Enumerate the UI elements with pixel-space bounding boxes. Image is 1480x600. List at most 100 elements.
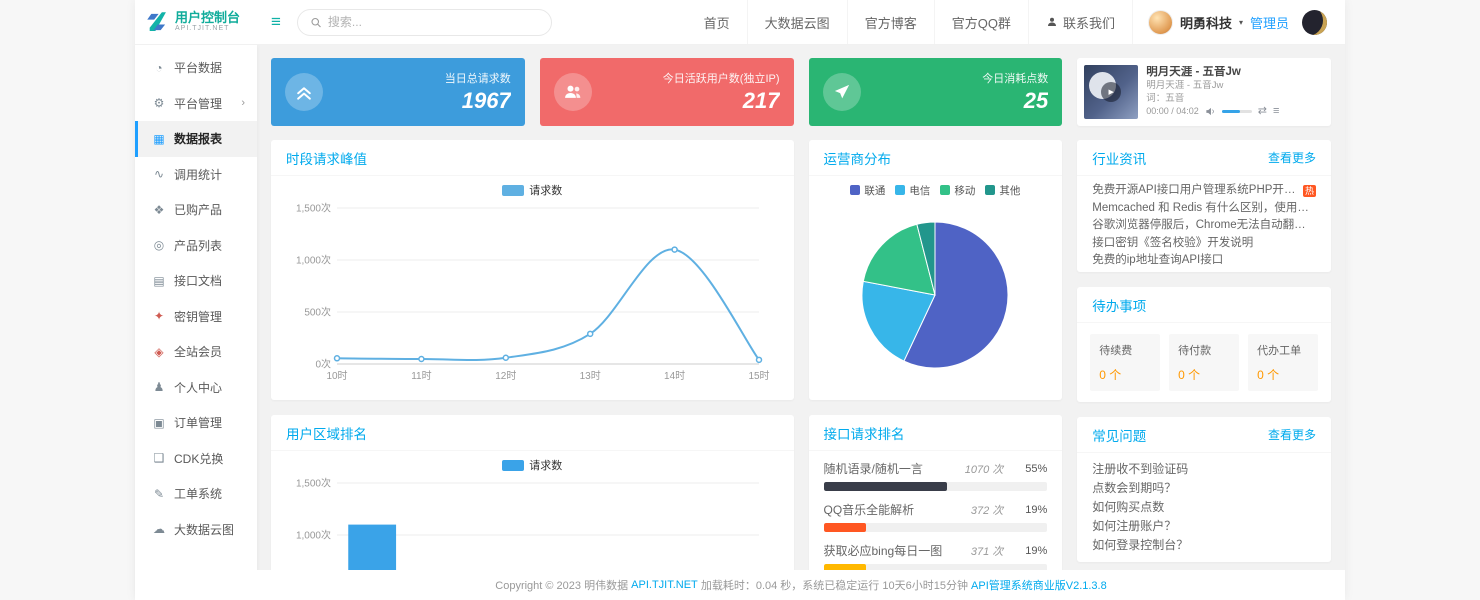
faq-item[interactable]: 点数会到期吗？ xyxy=(1092,481,1177,495)
paper-plane-icon xyxy=(822,73,861,111)
news-card: 行业资讯 查看更多 免费开源API接口用户管理系统PHP开发API接口系统 热 … xyxy=(1077,140,1331,272)
sidebar-item-profile[interactable]: ♟ 个人中心 xyxy=(153,380,223,395)
repeat-icon[interactable]: ⇄ xyxy=(1257,104,1268,117)
users-icon xyxy=(553,73,592,111)
stat-label: 今日消耗点数 xyxy=(982,73,1049,85)
sidebar-item-members[interactable]: ◈ 全站会员 xyxy=(135,334,257,370)
api-ranking-card: 接口请求排名 随机语录/随机一言 1070 次 55% xyxy=(808,415,1063,600)
legend-marker xyxy=(502,459,525,471)
album-art: ▶ xyxy=(1084,65,1139,119)
footer-version-link[interactable]: API管理系统商业版V2.1.3.8 xyxy=(971,580,1107,592)
sidebar-item-data-report[interactable]: ▦ 数据报表 xyxy=(135,121,257,157)
player-controls: 00:00 / 04:02 ⇄ ≡ xyxy=(1146,105,1324,118)
svg-text:11时: 11时 xyxy=(411,370,431,382)
stat-card-points-used: 今日消耗点数 25 xyxy=(808,58,1063,126)
svg-text:12时: 12时 xyxy=(495,370,516,382)
top-header: 用户控制台 API.TJIT.NET ≡ 首页 大数据云图 官方博客 xyxy=(135,0,1345,45)
pencil-icon: ✎ xyxy=(153,486,165,501)
view-more-link[interactable]: 查看更多 xyxy=(1267,151,1316,165)
menu-toggle-icon[interactable]: ≡ xyxy=(271,12,281,31)
brand-logo-icon xyxy=(147,12,166,31)
svg-text:15时: 15时 xyxy=(749,370,770,382)
chart-legend[interactable]: 请求数 xyxy=(271,176,794,198)
svg-text:1,000次: 1,000次 xyxy=(296,254,331,267)
pie-chart[interactable] xyxy=(826,198,1044,388)
rank-row[interactable]: 随机语录/随机一言 1070 次 55% xyxy=(823,460,1048,491)
sidebar-item-key-manage[interactable]: ✦ 密钥管理 xyxy=(153,309,223,324)
svg-text:1,000次: 1,000次 xyxy=(296,529,331,542)
nav-item-blog[interactable]: 官方博客 xyxy=(846,0,934,44)
search-icon xyxy=(311,17,321,27)
nav-item-home[interactable]: 首页 xyxy=(703,15,730,31)
sidebar-item-tickets[interactable]: ✎ 工单系统 xyxy=(153,486,223,502)
faq-item[interactable]: 如何注册账户？ xyxy=(1092,519,1177,533)
sidebar-item-bigdata-cloud[interactable]: ☁ 大数据云图 xyxy=(153,522,235,537)
user-name[interactable]: 明勇科技 xyxy=(1179,15,1232,31)
search-box xyxy=(296,8,552,36)
faq-item[interactable]: 如何购买点数 xyxy=(1092,500,1165,514)
sidebar-item-call-stats[interactable]: ∿ 调用统计 xyxy=(153,167,223,182)
todo-box-renewal[interactable]: 待续费 0 个 xyxy=(1090,334,1161,391)
todo-box-payment[interactable]: 待付款 0 个 xyxy=(1169,334,1240,391)
todo-box-tickets[interactable]: 代办工单 0 个 xyxy=(1248,334,1319,391)
stat-card-total-requests: 当日总请求数 1967 xyxy=(271,58,525,126)
role-badge[interactable]: 管理员 xyxy=(1249,15,1289,31)
sidebar: ◔ 平台数据 ⚙ 平台管理 › ▦ 数据报表 ∿ 调用统计 ❖ 已购产品 ◎ 产… xyxy=(135,45,257,600)
music-player-card: ▶ 明月天涯 - 五音Jw 明月天涯 - 五音Jw 词：五音 00:00 / 0… xyxy=(1077,58,1331,126)
theme-toggle-button[interactable] xyxy=(1302,9,1327,35)
rank-row[interactable]: QQ音乐全能解析 372 次 19% xyxy=(823,501,1048,532)
body-row: ◔ 平台数据 ⚙ 平台管理 › ▦ 数据报表 ∿ 调用统计 ❖ 已购产品 ◎ 产… xyxy=(135,45,1345,600)
sidebar-item-platform-manage[interactable]: ⚙ 平台管理 › xyxy=(153,96,245,111)
legend-item-other[interactable]: 其他 xyxy=(985,183,1020,198)
avatar[interactable] xyxy=(1147,9,1173,35)
table-icon: ▣ xyxy=(153,415,165,430)
legend-item-unicom[interactable]: 联通 xyxy=(850,183,885,198)
news-item[interactable]: 接口密钥《签名校验》开发说明 xyxy=(1092,236,1254,249)
sidebar-item-cdk[interactable]: ❑ CDK兑换 xyxy=(153,451,224,466)
sidebar-item-platform-data[interactable]: ◔ 平台数据 xyxy=(135,50,257,86)
card-title: 用户区域排名 xyxy=(286,426,367,442)
user-icon: ♟ xyxy=(153,380,165,395)
card-header: 时段请求峰值 xyxy=(271,140,794,176)
legend-item-mobile[interactable]: 移动 xyxy=(940,183,975,198)
app-subtitle: API.TJIT.NET xyxy=(175,25,230,33)
play-button[interactable]: ▶ xyxy=(1101,82,1122,102)
stat-label: 当日总请求数 xyxy=(444,73,511,85)
nav-item-bigdata-cloud[interactable]: 大数据云图 xyxy=(746,0,847,44)
faq-item[interactable]: 如何登录控制台？ xyxy=(1092,538,1189,552)
sidebar-item-api-docs[interactable]: ▤ 接口文档 xyxy=(153,273,223,289)
stat-value: 217 xyxy=(742,88,780,113)
gift-code-icon: ❑ xyxy=(153,451,165,466)
news-item[interactable]: 谷歌浏览器停服后，Chrome无法自动翻译？解决办法来了 xyxy=(1092,219,1316,232)
speaker-icon[interactable] xyxy=(1205,106,1216,117)
line-chart-icon: ∿ xyxy=(153,167,165,182)
footer-site-link[interactable]: API.TJIT.NET xyxy=(631,579,698,591)
line-chart[interactable]: 0次 500次 1,000次 1,500次 10时 11时 12时 13时 14时 15时 xyxy=(291,198,773,388)
list-icon: ◎ xyxy=(153,238,165,253)
card-title: 行业资讯 xyxy=(1092,151,1147,167)
todo-row: 待续费 0 个 待付款 0 个 代办工单 0 个 xyxy=(1077,323,1331,391)
search-input[interactable] xyxy=(327,15,539,29)
line-chart-card: 时段请求峰值 请求数 0次 500次 1,000次 1,500次 10时 11时 12时 13… xyxy=(271,140,794,400)
nav-item-contact[interactable]: 联系我们 xyxy=(1027,0,1132,44)
nav-item-qq-group[interactable]: 官方QQ群 xyxy=(933,0,1028,44)
playlist-icon[interactable]: ≡ xyxy=(1273,104,1280,117)
rank-row[interactable]: 获取必应bing每日一图 371 次 19% xyxy=(823,542,1048,573)
song-subtitle: 明月天涯 - 五音Jw xyxy=(1146,80,1224,92)
app-title: 用户控制台 xyxy=(175,10,241,25)
legend-item-telecom[interactable]: 电信 xyxy=(895,183,930,198)
sidebar-item-orders[interactable]: ▣ 订单管理 xyxy=(153,415,223,431)
card-title: 接口请求排名 xyxy=(823,426,905,442)
sidebar-item-purchased[interactable]: ❖ 已购产品 xyxy=(153,202,223,218)
legend-marker xyxy=(502,184,525,196)
view-more-link[interactable]: 查看更多 xyxy=(1267,428,1316,442)
news-item[interactable]: Memcached 和 Redis 有什么区别，使用哪个做缓存好？ xyxy=(1092,201,1316,214)
sidebar-item-product-list[interactable]: ◎ 产品列表 xyxy=(153,238,223,253)
news-item[interactable]: 免费的ip地址查询API接口 xyxy=(1092,254,1224,267)
faq-item[interactable]: 注册收不到验证码 xyxy=(1092,462,1189,476)
chart-legend[interactable]: 请求数 xyxy=(271,451,794,473)
news-item[interactable]: 免费开源API接口用户管理系统PHP开发API接口系统 热 xyxy=(1092,184,1316,197)
volume-slider[interactable] xyxy=(1221,109,1252,113)
player-info: 明月天涯 - 五音Jw 明月天涯 - 五音Jw 词：五音 00:00 / 04:… xyxy=(1146,65,1324,119)
uptime-text: 加载耗时：0.04 秒，系统已稳定运行 10天6小时15分钟 xyxy=(697,580,972,592)
